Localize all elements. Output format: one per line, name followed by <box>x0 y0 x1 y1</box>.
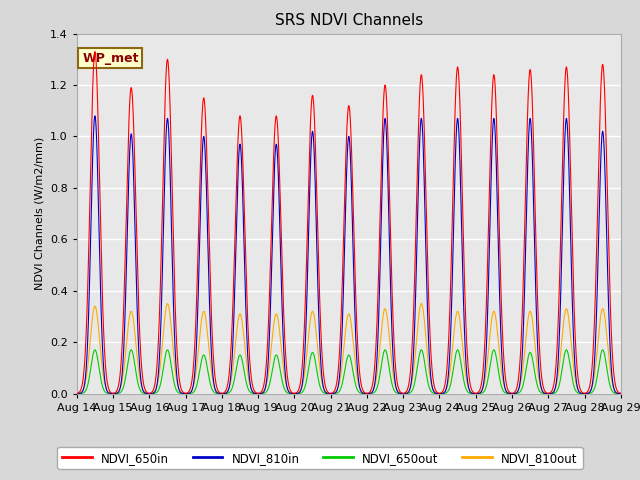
Text: WP_met: WP_met <box>82 51 139 65</box>
Title: SRS NDVI Channels: SRS NDVI Channels <box>275 13 423 28</box>
Legend: NDVI_650in, NDVI_810in, NDVI_650out, NDVI_810out: NDVI_650in, NDVI_810in, NDVI_650out, NDV… <box>58 447 582 469</box>
Y-axis label: NDVI Channels (W/m2/mm): NDVI Channels (W/m2/mm) <box>35 137 44 290</box>
